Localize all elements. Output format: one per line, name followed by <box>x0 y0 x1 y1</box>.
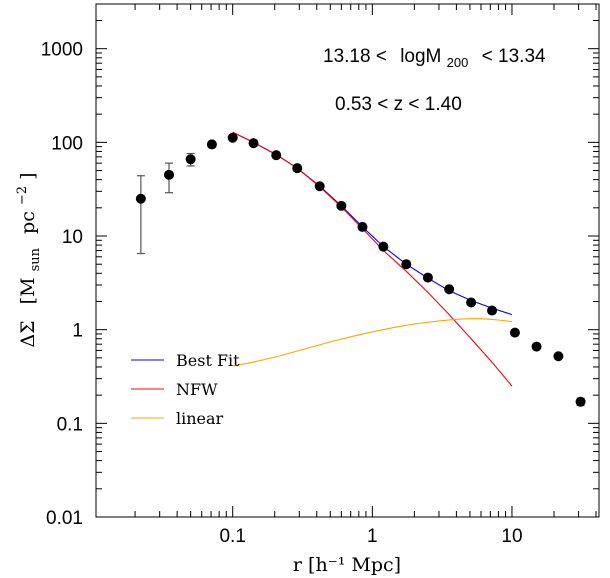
data-point <box>422 272 433 283</box>
x-tick-label: 0.1 <box>219 526 245 547</box>
data-point <box>164 169 175 180</box>
x-tick-label: 1 <box>367 526 378 547</box>
y-tick-label: 10 <box>62 227 83 248</box>
data-point <box>575 396 586 407</box>
data-points <box>135 132 586 407</box>
legend-label-nfw: NFW <box>176 380 218 399</box>
data-point <box>206 139 217 150</box>
data-point <box>248 138 259 149</box>
nfw-line <box>232 131 513 387</box>
annotation-mass-name: logM <box>400 46 441 67</box>
data-point <box>271 150 282 161</box>
data-point <box>357 221 368 232</box>
x-tick-label: 10 <box>501 526 522 547</box>
data-point <box>487 305 498 316</box>
y-tick-label: 1 <box>72 321 83 342</box>
y-tick-label: 1000 <box>41 40 83 61</box>
y-tick-label: 100 <box>51 133 83 154</box>
y-axis-title-bracket-open: [M <box>17 277 39 304</box>
y-axis-title-bracket-close: ] <box>17 172 39 179</box>
data-point <box>466 297 477 308</box>
data-point <box>336 200 347 211</box>
legend: Best Fit NFW linear <box>131 351 240 428</box>
data-point <box>509 327 520 338</box>
data-point <box>292 163 303 174</box>
data-point <box>378 241 389 252</box>
annotation-mass-range: 13.18 < logM 200 < 13.34 <box>323 46 546 72</box>
data-point <box>401 259 412 270</box>
y-tick-label: 0.01 <box>46 508 83 529</box>
legend-label-best-fit: Best Fit <box>176 351 240 370</box>
y-axis-title-unit: pc <box>17 211 39 234</box>
y-axis-title-subscript: sun <box>28 247 43 271</box>
data-point <box>227 132 238 143</box>
axis-tick-labels: 0.1 1 10 0.01 0.1 1 10 100 1000 <box>41 40 523 547</box>
data-point <box>531 341 542 352</box>
linear-line <box>232 318 513 367</box>
axis-ticks <box>96 3 599 518</box>
legend-label-linear: linear <box>176 409 224 428</box>
y-axis-title-symbol: ΔΣ <box>17 320 39 347</box>
data-point <box>185 154 196 165</box>
annotation-mass-lower: 13.18 < <box>323 46 387 67</box>
annotation-mass-subscript: 200 <box>447 55 469 70</box>
y-tick-label: 0.1 <box>57 414 83 435</box>
data-point <box>444 284 455 295</box>
annotation-redshift-range: 0.53 < z < 1.40 <box>335 94 462 115</box>
y-axis-title-superscript: −2 <box>15 186 30 205</box>
plot-frame <box>95 3 600 518</box>
annotation-mass-upper: < 13.34 <box>482 46 546 67</box>
x-axis-title: r [h⁻¹ Mpc] <box>293 554 401 576</box>
series-lines <box>232 131 513 387</box>
y-axis-title: ΔΣ [M sun pc −2 ] <box>9 172 44 347</box>
data-point <box>135 193 146 204</box>
data-point <box>553 351 564 362</box>
data-point <box>314 181 325 192</box>
